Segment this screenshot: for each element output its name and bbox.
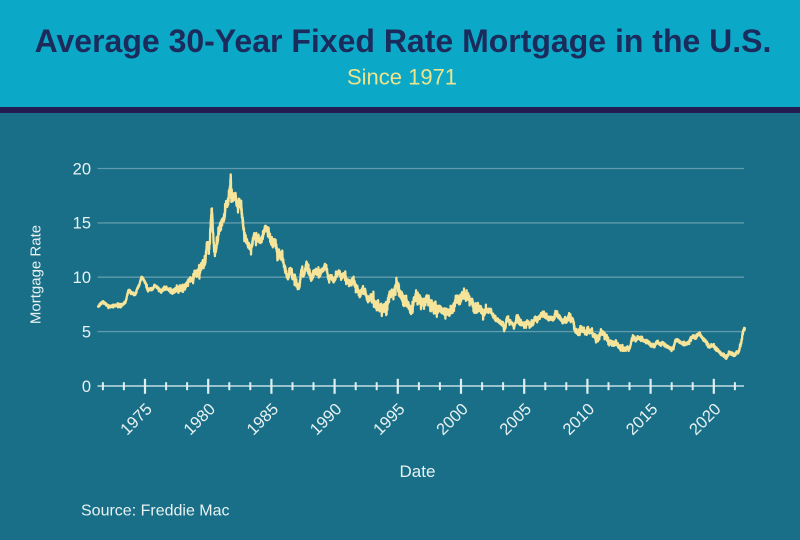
svg-text:1980: 1980 bbox=[180, 400, 219, 439]
svg-text:Average 30-Year Fixed Rate Mor: Average 30-Year Fixed Rate Mortgage in t… bbox=[35, 23, 772, 59]
svg-text:2010: 2010 bbox=[560, 400, 599, 439]
svg-text:Source: Freddie Mac: Source: Freddie Mac bbox=[81, 503, 230, 520]
svg-text:2015: 2015 bbox=[623, 400, 662, 439]
svg-text:20: 20 bbox=[73, 160, 91, 178]
svg-text:1995: 1995 bbox=[370, 400, 409, 439]
svg-text:15: 15 bbox=[73, 215, 91, 233]
svg-text:0: 0 bbox=[82, 378, 91, 396]
svg-text:2000: 2000 bbox=[433, 400, 472, 439]
svg-text:2005: 2005 bbox=[496, 400, 535, 439]
svg-text:1985: 1985 bbox=[244, 400, 283, 439]
svg-text:1975: 1975 bbox=[117, 400, 156, 439]
svg-text:Date: Date bbox=[400, 462, 436, 481]
svg-text:Mortgage Rate: Mortgage Rate bbox=[28, 225, 45, 324]
svg-text:1990: 1990 bbox=[307, 400, 346, 439]
svg-text:Since 1971: Since 1971 bbox=[347, 65, 457, 90]
svg-text:2020: 2020 bbox=[686, 400, 725, 439]
svg-text:5: 5 bbox=[82, 323, 91, 341]
svg-text:10: 10 bbox=[73, 269, 91, 287]
